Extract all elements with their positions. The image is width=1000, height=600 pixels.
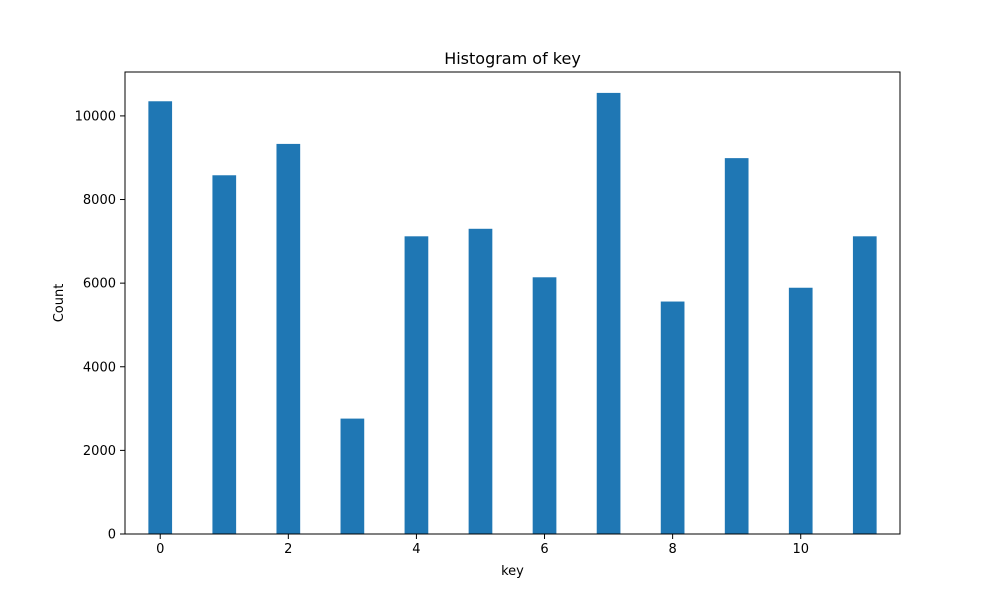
bar-key-5	[468, 228, 493, 535]
bar-key-7	[596, 92, 621, 535]
bar-key-4	[404, 236, 429, 534]
bar-key-0	[148, 101, 173, 535]
bar-key-11	[852, 236, 877, 534]
x-tick-label: 4	[412, 542, 420, 557]
x-tick-label: 10	[792, 542, 809, 557]
x-tick-label: 0	[156, 542, 164, 557]
bar-key-3	[340, 418, 365, 534]
bar-key-1	[212, 175, 237, 534]
y-tick-label: 6000	[83, 277, 116, 292]
x-axis-label: key	[501, 564, 524, 579]
y-tick-label: 0	[108, 528, 116, 543]
bars-group	[148, 92, 877, 535]
y-axis-label: Count	[52, 284, 67, 323]
x-tick-label: 6	[540, 542, 548, 557]
plot-frame	[124, 71, 901, 535]
x-axis-ticks: 0 2 4 6 8 10	[156, 534, 809, 557]
y-tick-label: 2000	[83, 444, 116, 459]
y-axis-ticks: 0 2000 4000 6000 8000 10000	[75, 109, 125, 543]
bar-key-2	[276, 143, 301, 534]
chart-title: Histogram of key	[444, 49, 581, 68]
y-tick-label: 4000	[83, 360, 116, 375]
bar-key-9	[724, 158, 749, 534]
y-tick-label: 10000	[75, 109, 116, 124]
bar-key-10	[788, 287, 813, 534]
bar-key-6	[532, 277, 557, 534]
x-tick-label: 2	[284, 542, 292, 557]
y-tick-label: 8000	[83, 193, 116, 208]
bar-key-8	[660, 301, 685, 534]
x-tick-label: 8	[668, 542, 676, 557]
